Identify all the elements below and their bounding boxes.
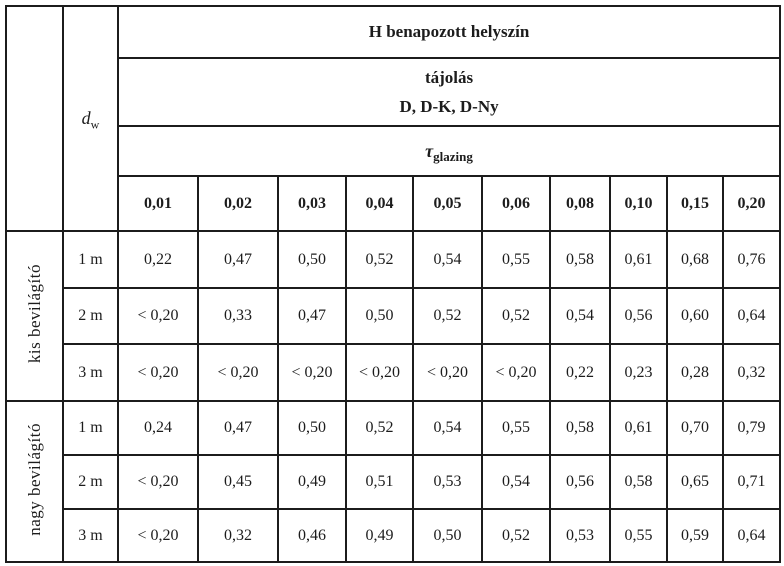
value-cell: 0,53 xyxy=(549,508,611,563)
value-cell: 0,59 xyxy=(666,508,724,563)
value-cell: 0,54 xyxy=(412,400,483,456)
value-cell: 0,47 xyxy=(197,400,279,456)
value-cell: 0,54 xyxy=(481,454,551,510)
value-cell: < 0,20 xyxy=(412,343,483,402)
col-header-cell: 0,20 xyxy=(721,175,782,232)
value-cell: 0,79 xyxy=(721,400,782,456)
section-label-nagy: nagy bevilágító xyxy=(24,422,44,536)
value-cell: 0,58 xyxy=(549,230,611,289)
section-label-kis: kis bevilágító xyxy=(24,263,44,364)
row-label-cell: 3 m xyxy=(62,508,119,563)
value-cell: 0,32 xyxy=(197,508,279,563)
value-cell: < 0,20 xyxy=(277,343,347,402)
value-cell: 0,52 xyxy=(481,508,551,563)
dw-subscript: w xyxy=(90,117,100,132)
value-cell: 0,50 xyxy=(345,287,414,345)
site-header-cell: H benapozott helyszín xyxy=(116,5,782,59)
value-cell: 0,28 xyxy=(666,343,724,402)
value-cell: 0,58 xyxy=(549,400,611,456)
value-cell: 0,76 xyxy=(721,230,782,289)
value-cell: < 0,20 xyxy=(117,454,199,510)
row-label-cell: 1 m xyxy=(62,230,119,289)
value-cell: 0,45 xyxy=(197,454,279,510)
value-cell: 0,52 xyxy=(345,230,414,289)
col-header-cell: 0,08 xyxy=(549,175,611,232)
tau-symbol: τ xyxy=(425,140,434,161)
value-cell: 0,22 xyxy=(117,230,199,289)
value-cell: 0,60 xyxy=(666,287,724,345)
tau-subscript: glazing xyxy=(433,148,473,164)
col-header-cell: 0,10 xyxy=(609,175,668,232)
value-cell: 0,50 xyxy=(412,508,483,563)
orientation-values: D, D-K, D-Ny xyxy=(399,97,499,116)
value-cell: 0,47 xyxy=(197,230,279,289)
col-header-cell: 0,06 xyxy=(481,175,551,232)
col-header-cell: 0,02 xyxy=(197,175,279,232)
value-cell: < 0,20 xyxy=(197,343,279,402)
value-cell: < 0,20 xyxy=(117,343,199,402)
value-cell: < 0,20 xyxy=(345,343,414,402)
value-cell: 0,54 xyxy=(549,287,611,345)
tau-header-cell: τglazing xyxy=(116,125,782,177)
row-label-cell: 2 m xyxy=(62,454,119,510)
value-cell: < 0,20 xyxy=(481,343,551,402)
section-label-cell-kis: kis bevilágító xyxy=(5,230,64,402)
value-cell: 0,22 xyxy=(549,343,611,402)
row-label-cell: 2 m xyxy=(62,287,119,345)
value-cell: 0,52 xyxy=(412,287,483,345)
value-cell: 0,61 xyxy=(609,400,668,456)
value-cell: 0,64 xyxy=(721,287,782,345)
value-cell: 0,51 xyxy=(345,454,414,510)
value-cell: 0,58 xyxy=(609,454,668,510)
value-cell: 0,55 xyxy=(609,508,668,563)
value-cell: 0,49 xyxy=(277,454,347,510)
value-cell: 0,65 xyxy=(666,454,724,510)
tau-glazing-table: dw H benapozott helyszín tájolás D, D-K,… xyxy=(5,5,782,563)
orientation-header-cell: tájolás D, D-K, D-Ny xyxy=(116,57,782,127)
value-cell: 0,50 xyxy=(277,230,347,289)
value-cell: 0,49 xyxy=(345,508,414,563)
value-cell: 0,33 xyxy=(197,287,279,345)
value-cell: 0,55 xyxy=(481,400,551,456)
corner-empty-cell xyxy=(5,5,64,232)
value-cell: 0,56 xyxy=(609,287,668,345)
value-cell: 0,54 xyxy=(412,230,483,289)
section-label-cell-nagy: nagy bevilágító xyxy=(5,400,64,563)
value-cell: 0,46 xyxy=(277,508,347,563)
col-header-cell: 0,04 xyxy=(345,175,414,232)
value-cell: 0,24 xyxy=(117,400,199,456)
value-cell: 0,71 xyxy=(721,454,782,510)
row-label-cell: 1 m xyxy=(62,400,119,456)
value-cell: 0,55 xyxy=(481,230,551,289)
value-cell: 0,70 xyxy=(666,400,724,456)
dw-symbol: d xyxy=(81,108,91,128)
col-header-cell: 0,05 xyxy=(412,175,483,232)
value-cell: 0,68 xyxy=(666,230,724,289)
value-cell: 0,64 xyxy=(721,508,782,563)
value-cell: 0,50 xyxy=(277,400,347,456)
value-cell: < 0,20 xyxy=(117,287,199,345)
value-cell: 0,52 xyxy=(481,287,551,345)
value-cell: 0,32 xyxy=(721,343,782,402)
value-cell: 0,52 xyxy=(345,400,414,456)
value-cell: 0,47 xyxy=(277,287,347,345)
value-cell: 0,23 xyxy=(609,343,668,402)
value-cell: 0,56 xyxy=(549,454,611,510)
orientation-title: tájolás xyxy=(424,68,474,87)
value-cell: 0,61 xyxy=(609,230,668,289)
col-header-cell: 0,03 xyxy=(277,175,347,232)
value-cell: 0,53 xyxy=(412,454,483,510)
dw-header-cell: dw xyxy=(62,5,119,232)
col-header-cell: 0,15 xyxy=(666,175,724,232)
row-label-cell: 3 m xyxy=(62,343,119,402)
col-header-cell: 0,01 xyxy=(117,175,199,232)
value-cell: < 0,20 xyxy=(117,508,199,563)
